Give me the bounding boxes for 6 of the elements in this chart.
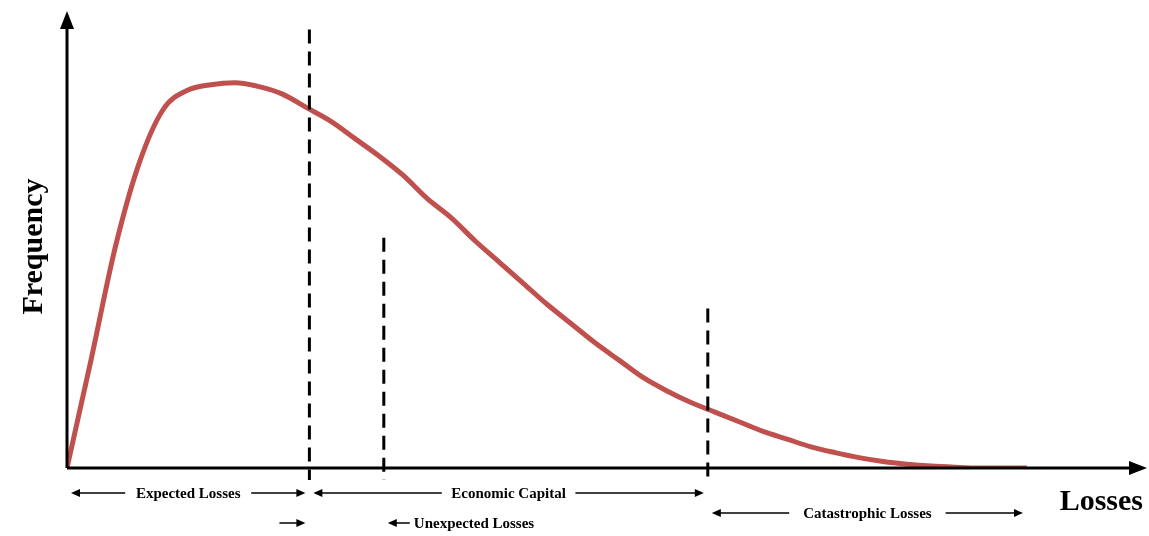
x-axis-title: Losses (1059, 483, 1143, 516)
text: Expected Losses (135, 485, 241, 501)
text: Catastrophic Losses (803, 505, 932, 521)
text: Unexpected Losses (413, 515, 535, 531)
text: Economic Capital (451, 485, 566, 501)
y-axis-title: Frequency (15, 178, 48, 315)
